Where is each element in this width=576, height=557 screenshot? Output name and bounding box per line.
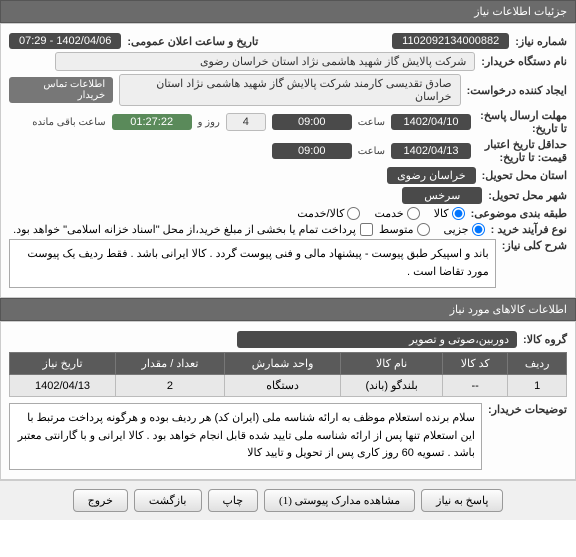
table-row[interactable]: 1 -- بلندگو (باند) دستگاه 2 1402/04/13	[10, 375, 567, 397]
need-desc-label: شرح کلی نیاز:	[502, 239, 567, 252]
details-header: جزئیات اطلاعات نیاز	[0, 0, 576, 23]
th-row: ردیف	[508, 353, 567, 375]
td-row: 1	[508, 375, 567, 397]
goods-group: دوربین،صوتی و تصویر	[237, 331, 517, 348]
validity-label: حداقل تاریخ اعتبار قیمت: تا تاریخ:	[477, 138, 567, 164]
creator-value: صادق تقدیسی کارمند شرکت پالایش گاز شهید …	[119, 74, 460, 106]
goods-table: ردیف کد کالا نام کالا واحد شمارش تعداد /…	[9, 352, 567, 397]
cat-goods-radio[interactable]: کالا	[434, 207, 465, 220]
category-radios: کالا خدمت کالا/خدمت	[297, 207, 464, 220]
attachments-button[interactable]: مشاهده مدارک پیوستی (1)	[264, 489, 415, 512]
buyer-notes-label: توضیحات خریدار:	[488, 403, 567, 416]
exit-button[interactable]: خروج	[73, 489, 128, 512]
hour-label-1: ساعت	[358, 117, 385, 128]
respond-button[interactable]: پاسخ به نیاز	[421, 489, 503, 512]
td-name: بلندگو (باند)	[341, 375, 443, 397]
goods-group-label: گروه کالا:	[523, 333, 567, 346]
need-no-label: شماره نیاز:	[515, 35, 567, 48]
th-date: تاریخ نیاز	[10, 353, 116, 375]
day-label: روز و	[198, 117, 220, 128]
proc-medium-radio[interactable]: متوسط	[379, 223, 430, 236]
delivery-prov: خراسان رضوی	[387, 167, 476, 184]
details-form: شماره نیاز: 1102092134000882 تاریخ و ساع…	[0, 23, 576, 298]
payment-note: پرداخت تمام یا بخشی از مبلغ خرید،از محل …	[13, 223, 356, 236]
print-button[interactable]: چاپ	[208, 489, 259, 512]
th-unit: واحد شمارش	[224, 353, 340, 375]
deadline-hour: 09:00	[272, 114, 352, 130]
delivery-prov-label: استان محل تحویل:	[482, 169, 567, 182]
th-code: کد کالا	[443, 353, 508, 375]
buyer-value: شرکت پالایش گاز شهید هاشمی نژاد استان خر…	[55, 52, 475, 71]
td-code: --	[443, 375, 508, 397]
delivery-city-label: شهر محل تحویل:	[488, 189, 567, 202]
deadline-label: مهلت ارسال پاسخ: تا تاریخ:	[477, 109, 567, 135]
cat-both-radio[interactable]: کالا/خدمت	[297, 207, 360, 220]
td-date: 1402/04/13	[10, 375, 116, 397]
validity-hour: 09:00	[272, 143, 352, 159]
process-label: نوع فرآیند خرید :	[491, 223, 567, 236]
button-bar: پاسخ به نیاز مشاهده مدارک پیوستی (1) چاپ…	[0, 480, 576, 520]
announce-label: تاریخ و ساعت اعلان عمومی:	[127, 35, 258, 48]
table-header-row: ردیف کد کالا نام کالا واحد شمارش تعداد /…	[10, 353, 567, 375]
goods-form: گروه کالا: دوربین،صوتی و تصویر ردیف کد ک…	[0, 321, 576, 480]
creator-label: ایجاد کننده درخواست:	[467, 84, 567, 97]
contact-badge[interactable]: اطلاعات تماس خریدار	[9, 77, 113, 103]
remain-label: ساعت باقی مانده	[32, 117, 105, 128]
buyer-notes: سلام برنده استعلام موظف به ارائه شناسه م…	[9, 403, 482, 470]
td-unit: دستگاه	[224, 375, 340, 397]
back-button[interactable]: بازگشت	[134, 489, 202, 512]
category-label: طبقه بندی موضوعی:	[471, 207, 567, 220]
payment-checkbox[interactable]: پرداخت تمام یا بخشی از مبلغ خرید،از محل …	[13, 223, 373, 236]
delivery-city: سرخس	[402, 187, 482, 204]
buyer-label: نام دستگاه خریدار:	[481, 55, 567, 68]
days-value: 4	[226, 113, 266, 131]
announce-value: 1402/04/06 - 07:29	[9, 33, 121, 49]
cat-service-radio[interactable]: خدمت	[374, 207, 419, 220]
hour-label-2: ساعت	[358, 146, 385, 157]
proc-partial-radio[interactable]: جزیی	[444, 223, 485, 236]
need-desc: باند و اسپیکر طبق پیوست - پیشنهاد مالی و…	[9, 239, 496, 288]
goods-header: اطلاعات کالاهای مورد نیاز	[0, 298, 576, 321]
need-no-value: 1102092134000882	[392, 33, 509, 49]
th-qty: تعداد / مقدار	[116, 353, 225, 375]
td-qty: 2	[116, 375, 225, 397]
process-radios: جزیی متوسط	[379, 223, 485, 236]
remain-time: 01:27:22	[112, 114, 192, 130]
validity-date: 1402/04/13	[391, 143, 471, 159]
deadline-date: 1402/04/10	[391, 114, 471, 130]
th-name: نام کالا	[341, 353, 443, 375]
